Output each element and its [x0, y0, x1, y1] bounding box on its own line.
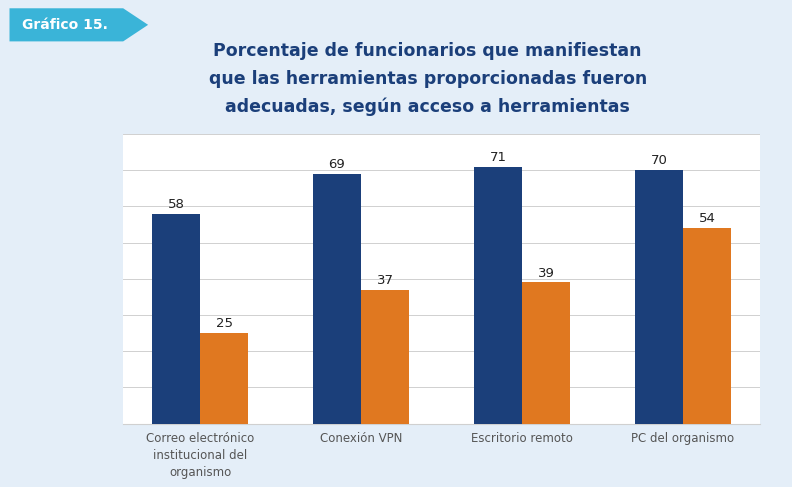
Bar — [474, 167, 522, 424]
Text: 71: 71 — [489, 150, 506, 164]
Text: 25: 25 — [215, 317, 233, 330]
Bar — [313, 174, 361, 424]
Bar — [522, 282, 570, 424]
Text: 54: 54 — [699, 212, 716, 225]
Text: Gráfico 15.: Gráfico 15. — [22, 18, 108, 32]
Text: adecuadas, según acceso a herramientas: adecuadas, según acceso a herramientas — [225, 97, 630, 116]
Text: 39: 39 — [538, 266, 554, 280]
Text: 69: 69 — [329, 158, 345, 171]
Polygon shape — [10, 8, 148, 41]
Bar — [634, 170, 683, 424]
Bar — [361, 290, 409, 424]
Bar — [683, 228, 731, 424]
Text: Porcentaje de funcionarios que manifiestan: Porcentaje de funcionarios que manifiest… — [213, 42, 642, 60]
Text: 58: 58 — [167, 198, 185, 211]
Text: 70: 70 — [650, 154, 668, 167]
Bar — [200, 333, 249, 424]
Bar — [152, 214, 200, 424]
Text: que las herramientas proporcionadas fueron: que las herramientas proporcionadas fuer… — [208, 70, 647, 88]
Text: 37: 37 — [377, 274, 394, 287]
